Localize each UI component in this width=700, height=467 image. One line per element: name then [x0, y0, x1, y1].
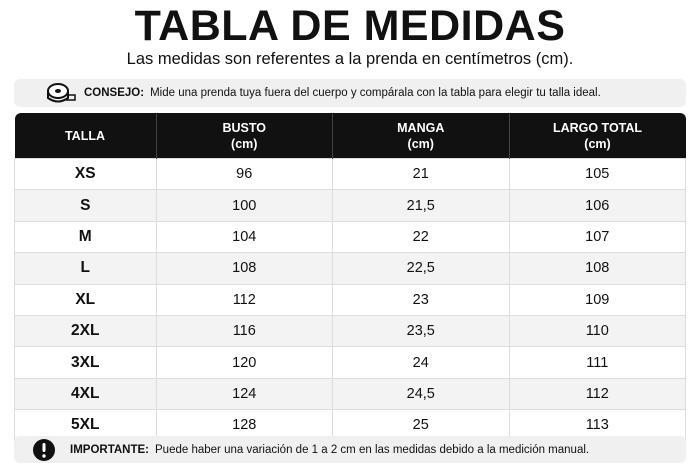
value-cell: 22	[332, 220, 510, 254]
note-label: IMPORTANTE:	[70, 443, 150, 456]
note-text: Puede haber una variación de 1 a 2 cm en…	[155, 443, 590, 456]
size-cell: XL	[14, 283, 157, 316]
size-table: TALLA BUSTO (cm) MANGA (cm) LARGO TOTAL (cm) XS…	[14, 113, 686, 442]
column-header: TALLA	[14, 113, 156, 159]
value-cell: 104	[155, 220, 333, 254]
value-cell: 100	[155, 189, 333, 222]
value-cell: 23	[332, 283, 510, 316]
column-unit: (cm)	[231, 136, 258, 151]
value-cell: 23,5	[332, 314, 510, 348]
warning-icon	[33, 438, 55, 461]
column-name: TALLA	[64, 128, 106, 143]
table-row: XS 96 21 105	[14, 157, 686, 191]
value-cell: 24,5	[332, 377, 510, 411]
tip-label: CONSEJO:	[84, 87, 145, 99]
value-cell: 22,5	[332, 252, 510, 285]
tip-box: CONSEJO: Mide una prenda tuya fuera del …	[14, 79, 686, 107]
title: TABLA DE MEDIDAS	[134, 2, 566, 50]
subtitle: Las medidas son referentes a la prenda e…	[126, 50, 574, 68]
value-cell: 96	[155, 157, 333, 191]
value-cell: 21,5	[332, 189, 510, 222]
value-cell: 124	[155, 377, 333, 411]
value-cell: 107	[508, 220, 686, 254]
table-row: S 100 21,5 106	[14, 189, 686, 222]
value-cell: 109	[508, 283, 686, 316]
column-name: BUSTO	[222, 120, 267, 135]
table-row: XL 112 23 109	[14, 283, 686, 316]
note-box: IMPORTANTE: Puede haber una variación de…	[14, 436, 686, 463]
value-cell: 111	[508, 346, 686, 379]
value-cell: 106	[508, 189, 686, 222]
column-name: MANGA	[397, 120, 445, 135]
column-header: LARGO TOTAL (cm)	[508, 113, 686, 159]
column-name: LARGO TOTAL	[552, 120, 643, 135]
size-cell: XS	[14, 157, 157, 191]
tip-text: Mide una prenda tuya fuera del cuerpo y …	[150, 87, 601, 99]
table-row: 4XL 124 24,5 112	[14, 377, 686, 411]
column-unit: (cm)	[407, 136, 434, 151]
value-cell: 116	[155, 314, 333, 348]
size-cell: L	[14, 252, 157, 285]
column-header: BUSTO (cm)	[155, 113, 333, 159]
table-row: L 108 22,5 108	[14, 252, 686, 285]
value-cell: 21	[332, 157, 510, 191]
column-unit: (cm)	[584, 136, 611, 151]
value-cell: 24	[332, 346, 510, 379]
value-cell: 108	[155, 252, 333, 285]
size-cell: S	[14, 189, 157, 222]
table-row: 3XL 120 24 111	[14, 346, 686, 379]
value-cell: 108	[508, 252, 686, 285]
size-cell: M	[14, 220, 157, 254]
table-row: M 104 22 107	[14, 220, 686, 254]
value-cell: 110	[508, 314, 686, 348]
value-cell: 112	[508, 377, 686, 411]
size-cell: 3XL	[14, 346, 157, 379]
value-cell: 112	[155, 283, 333, 316]
value-cell: 105	[508, 157, 686, 191]
table-row: 2XL 116 23,5 110	[14, 314, 686, 348]
column-header: MANGA (cm)	[332, 113, 509, 159]
value-cell: 120	[155, 346, 333, 379]
size-cell: 2XL	[14, 314, 157, 348]
size-cell: 4XL	[14, 377, 157, 411]
tape-icon	[47, 83, 76, 103]
